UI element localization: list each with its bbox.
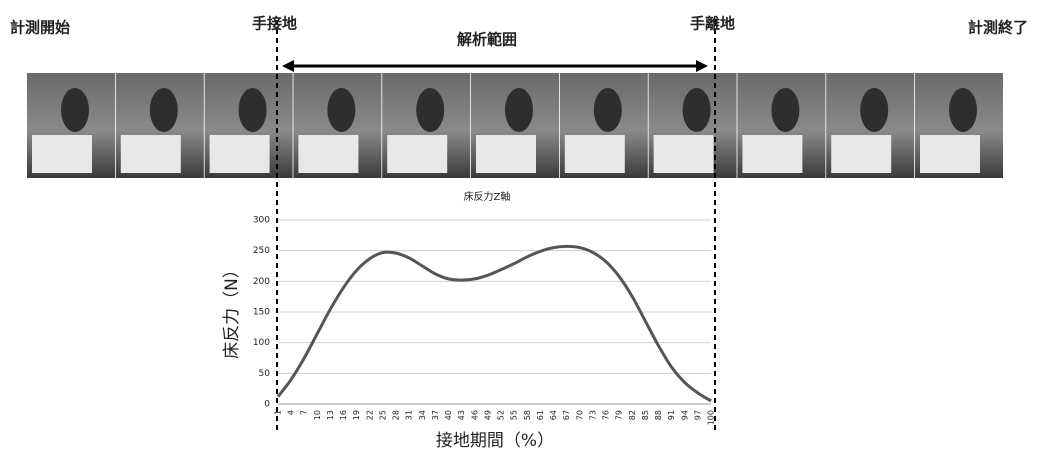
photo-person [505, 88, 533, 132]
photo-person [771, 88, 799, 132]
x-tick-label: 31 [405, 410, 414, 420]
photo-person [416, 88, 444, 132]
annotation: 手離地 [690, 15, 735, 33]
annotation: 手接地 [252, 15, 297, 33]
photo-mat [32, 135, 92, 173]
photo-person [150, 88, 178, 132]
x-tick-label: 88 [654, 410, 663, 420]
x-tick-label: 1 [274, 410, 283, 415]
y-tick-label: 100 [253, 338, 270, 348]
y-tick-label: 250 [253, 246, 270, 256]
photo-person [594, 88, 622, 132]
photo-person [860, 88, 888, 132]
photo-mat [565, 135, 625, 173]
x-tick-label: 49 [483, 410, 492, 420]
range-arrow [282, 60, 708, 72]
photo-person [61, 88, 89, 132]
x-tick-label: 79 [615, 410, 624, 420]
photo-mat [387, 135, 447, 173]
photo-person [239, 88, 267, 132]
x-tick-label: 28 [392, 410, 401, 420]
photo-person [327, 88, 355, 132]
x-tick-label: 91 [667, 410, 676, 420]
annotation: 解析範囲 [457, 31, 517, 49]
x-tick-label: 43 [457, 410, 466, 420]
annotation: 計測終了 [968, 19, 1028, 37]
photo-mat [298, 135, 358, 173]
x-tick-label: 4 [287, 410, 296, 415]
x-tick-label: 7 [300, 410, 309, 415]
photo-mat [654, 135, 714, 173]
y-tick-label: 0 [264, 400, 270, 410]
x-tick-label: 70 [575, 410, 584, 420]
figure: 床反力Z軸 床反力（N） 接地期間（%） 計測開始 手接地解析範囲 手離地 計測終了 0… [0, 0, 1045, 454]
x-tick-label: 58 [523, 410, 532, 420]
photo-mat [476, 135, 536, 173]
x-tick-label: 61 [536, 410, 545, 420]
photo-person [683, 88, 711, 132]
x-tick-label: 22 [365, 410, 374, 420]
x-tick-label: 19 [352, 410, 361, 420]
x-tick-label: 34 [418, 410, 427, 420]
x-tick-label: 16 [339, 410, 348, 420]
photo-person [949, 88, 977, 132]
y-tick-label: 300 [253, 216, 270, 226]
x-tick-label: 97 [693, 410, 702, 420]
x-tick-label: 37 [431, 410, 440, 420]
photo-mat [121, 135, 181, 173]
y-axis-label: 床反力（N） [222, 261, 242, 359]
y-tick-label: 150 [253, 308, 270, 318]
x-tick-label: 85 [641, 410, 650, 420]
x-tick-label: 82 [628, 410, 637, 420]
x-tick-label: 94 [680, 410, 689, 420]
annotation: 計測開始 [10, 19, 70, 37]
x-tick-label: 76 [602, 410, 611, 420]
x-tick-label: 52 [497, 410, 506, 420]
photo-mat [742, 135, 802, 173]
x-tick-label: 64 [549, 410, 558, 420]
x-tick-label: 67 [562, 410, 571, 420]
photo-mat [831, 135, 891, 173]
chart-title: 床反力Z軸 [464, 190, 511, 203]
photo-mat [210, 135, 270, 173]
x-tick-label: 10 [313, 410, 322, 420]
x-tick-label: 25 [378, 410, 387, 420]
y-tick-label: 50 [259, 369, 271, 379]
x-tick-label: 55 [510, 410, 519, 420]
photo-mat [920, 135, 980, 173]
x-tick-label: 73 [588, 410, 597, 420]
data-line [278, 246, 711, 401]
photo-strip [27, 73, 1003, 178]
x-tick-label: 100 [707, 410, 716, 425]
x-tick-label: 46 [470, 410, 479, 420]
x-tick-label: 40 [444, 410, 453, 420]
y-tick-label: 200 [253, 277, 270, 287]
x-axis-label: 接地期間（%） [436, 431, 554, 451]
x-tick-label: 13 [326, 410, 335, 420]
